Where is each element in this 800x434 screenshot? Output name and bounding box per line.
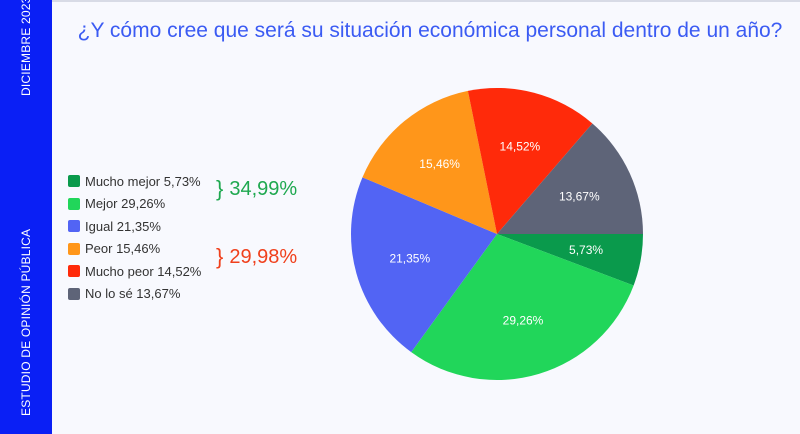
legend-swatch [68,242,80,255]
legend-item: Mucho mejor 5,73% [68,170,201,193]
data-label: 13,67% [559,189,600,203]
group-positive-total: 34,99% [229,177,298,200]
top-border [0,0,800,2]
legend-swatch [68,287,80,300]
pie-slice [351,177,497,353]
group-negative: } 29,98% [216,244,297,270]
legend-label: Peor 15,46% [85,241,161,257]
sidebar: DICIEMBRE 2023 ESTUDIO DE OPINIÓN PÚBLIC… [0,0,52,434]
legend-swatch [68,197,80,210]
legend-label: Mejor 29,26% [85,196,166,212]
data-label: 15,46% [419,157,460,171]
legend-swatch [68,175,80,188]
brace-icon: } [216,176,224,201]
group-negative-total: 29,98% [229,245,298,268]
data-label: 14,52% [500,139,541,153]
pie-slice [467,87,593,234]
pie-slice [497,234,643,286]
legend-label: Mucho peor 14,52% [85,263,202,279]
brace-icon: } [216,244,224,269]
pie-slice [497,123,643,234]
legend-item: No lo sé 13,67% [68,283,201,306]
legend-swatch [68,265,80,278]
data-label: 5,73% [569,243,603,257]
legend-item: Peor 15,46% [68,238,201,261]
data-label: 29,26% [503,314,544,328]
legend-label: Igual 21,35% [85,218,161,234]
pie-slice [411,234,634,381]
pie-slice [362,90,497,234]
group-positive: } 34,99% [216,176,297,202]
legend-swatch [68,220,80,233]
legend-label: Mucho mejor 5,73% [85,173,201,189]
data-label: 21,35% [389,251,430,265]
legend: Mucho mejor 5,73% Mejor 29,26% Igual 21,35… [68,170,201,305]
legend-item: Igual 21,35% [68,215,201,238]
legend-label: No lo sé 13,67% [85,286,181,302]
legend-item: Mucho peor 14,52% [68,260,201,283]
legend-item: Mejor 29,26% [68,193,201,216]
chart-title: ¿Y cómo cree que será su situación econó… [77,19,783,42]
